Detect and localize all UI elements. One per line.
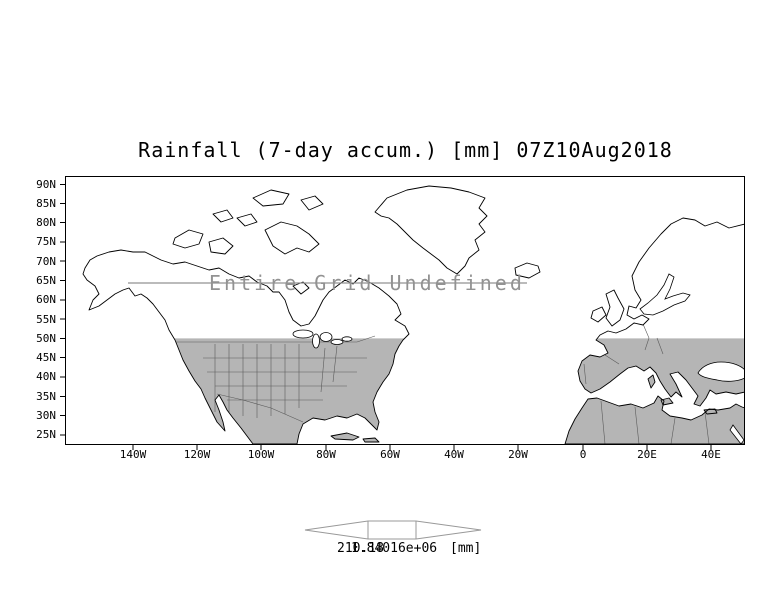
- colorbar-label-unit: [mm]: [450, 541, 482, 556]
- lat-tick-label: 50N: [36, 332, 56, 345]
- colorbar: [304, 520, 482, 540]
- lat-tick-label: 40N: [36, 370, 56, 383]
- lat-tick-label: 30N: [36, 409, 56, 422]
- lon-tick-label: 20E: [637, 448, 657, 461]
- lat-tick-label: 75N: [36, 235, 56, 248]
- lake-ontario: [341, 336, 353, 342]
- landmass-fills: [83, 186, 745, 444]
- lat-tick-label: 55N: [36, 313, 56, 326]
- lat-tick-marks: [60, 184, 66, 436]
- map-plot: [60, 176, 745, 450]
- lon-tick-label: 60W: [380, 448, 400, 461]
- lon-tick-label: 120W: [183, 448, 211, 461]
- lake-huron: [319, 332, 333, 342]
- lat-tick-label: 70N: [36, 255, 56, 268]
- red-sea: [729, 424, 745, 444]
- lon-tick-label: 0: [579, 448, 587, 461]
- lon-tick-label: 40E: [701, 448, 721, 461]
- lon-tick-label: 20W: [508, 448, 528, 461]
- colorbar-label-mid: 1.84016e+06: [351, 541, 438, 556]
- lon-tick-label: 140W: [119, 448, 147, 461]
- lon-tick-label: 80W: [316, 448, 336, 461]
- water-bodies: [292, 273, 745, 444]
- baltic-sea: [639, 273, 691, 316]
- lat-tick-label: 35N: [36, 390, 56, 403]
- page-title: Rainfall (7-day accum.) [mm] 07Z10Aug201…: [138, 138, 673, 162]
- map-content: [82, 185, 745, 444]
- lat-tick-label: 65N: [36, 274, 56, 287]
- lat-tick-label: 90N: [36, 178, 56, 191]
- black-sea: [697, 361, 745, 382]
- lat-tick-label: 80N: [36, 216, 56, 229]
- colorbar-shape: [304, 520, 482, 540]
- shaded-data-region: [83, 338, 745, 444]
- lon-tick-label: 100W: [247, 448, 275, 461]
- watermark-text: Entire Grid Undefined: [209, 271, 525, 295]
- map-frame: [65, 176, 745, 445]
- lat-tick-label: 25N: [36, 428, 56, 441]
- lon-tick-marks: [132, 444, 712, 450]
- colorbar-label-left: 210.18: [337, 541, 384, 556]
- lat-tick-label: 85N: [36, 197, 56, 210]
- lake-erie: [330, 339, 344, 345]
- political-borders: [169, 323, 722, 444]
- lake-superior: [292, 329, 314, 339]
- lat-tick-label: 45N: [36, 351, 56, 364]
- lon-tick-label: 40W: [444, 448, 464, 461]
- lat-tick-label: 60N: [36, 293, 56, 306]
- lake-michigan: [312, 333, 320, 349]
